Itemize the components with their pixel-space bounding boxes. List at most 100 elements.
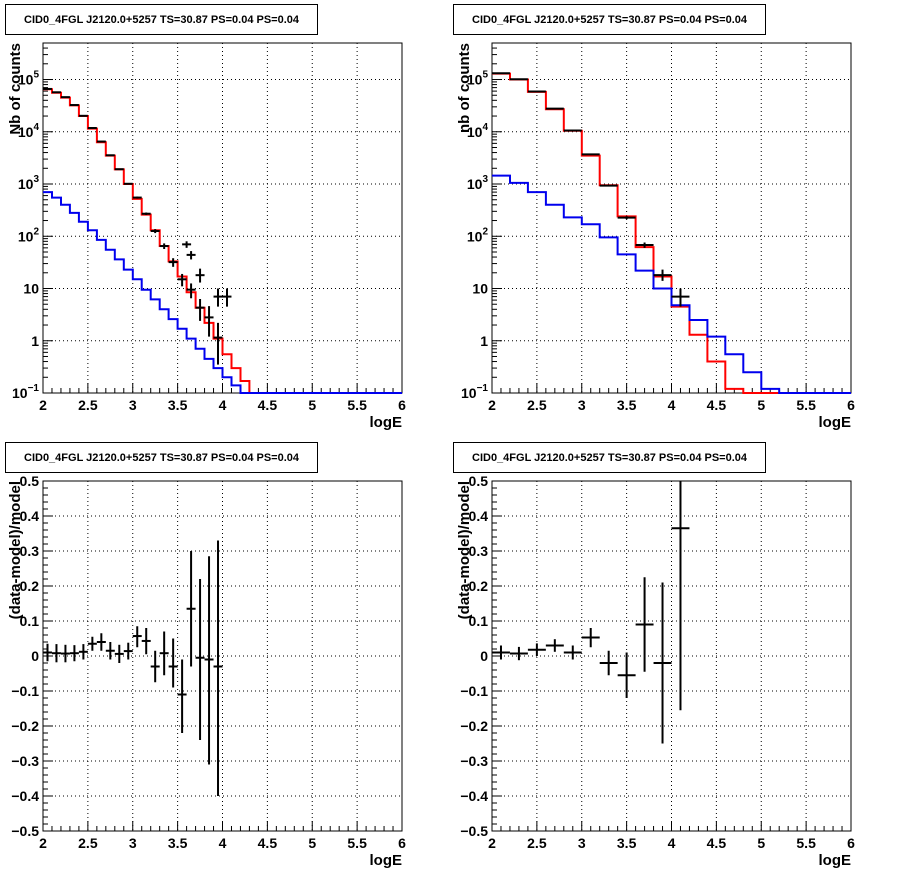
data-point: [159, 243, 169, 250]
data-point: [635, 577, 654, 672]
x-tick-label: 2: [488, 397, 496, 413]
data-point: [123, 182, 133, 185]
x-tick-label: 2: [488, 835, 496, 851]
y-tick-base: 10: [467, 72, 483, 88]
y-tick-exponent: 3: [482, 174, 488, 185]
y-tick-base: 10: [18, 72, 34, 88]
data-point: [168, 638, 178, 688]
y-tick-label: 10−1: [461, 383, 488, 401]
data-point: [213, 288, 223, 307]
data-point: [78, 114, 88, 117]
data-point: [177, 273, 187, 287]
data-point: [527, 643, 546, 656]
y-tick-base: 10: [467, 124, 483, 140]
x-tick-label: 4: [668, 397, 676, 413]
data-point: [545, 639, 564, 652]
x-tick-label: 2: [39, 397, 47, 413]
y-tick-label: −0.4: [460, 788, 488, 804]
x-tick-label: 3.5: [617, 835, 637, 851]
data-point: [177, 659, 187, 733]
chart-title: CID0_4FGL J2120.0+5257 TS=30.87 PS=0.04 …: [24, 14, 300, 26]
data-point: [123, 642, 133, 660]
chart-panel-3: CID0_4FGL J2120.0+5257 TS=30.87 PS=0.04 …: [5, 442, 406, 869]
x-tick-label: 4.5: [258, 397, 278, 413]
y-tick-exponent: 5: [33, 70, 39, 81]
data-point: [69, 104, 79, 107]
y-tick-exponent: 3: [33, 174, 39, 185]
title-box: [5, 4, 318, 35]
data-point: [581, 153, 600, 156]
x-tick-label: 4.5: [707, 397, 727, 413]
data-point: [563, 645, 582, 660]
x-tick-label: 4.5: [707, 835, 727, 851]
data-point: [186, 551, 196, 667]
data-point: [213, 322, 223, 365]
x-axis-label: logE: [370, 414, 403, 431]
data-point: [213, 540, 223, 796]
y-tick-label: −0.1: [460, 683, 488, 699]
data-point: [204, 306, 214, 337]
y-tick-label: 10−1: [12, 383, 39, 401]
y-axis-label: (data-model)/model: [456, 481, 473, 619]
x-tick-label: 3: [129, 397, 137, 413]
y-tick-exponent: 2: [482, 226, 488, 237]
x-tick-label: 3: [578, 835, 586, 851]
data-point: [69, 645, 79, 662]
y-tick-label: 10: [23, 281, 39, 297]
y-tick-label: 10: [472, 281, 488, 297]
y-tick-exponent: 4: [482, 122, 488, 133]
data-point: [617, 652, 636, 698]
y-tick-label: 0.5: [469, 473, 489, 489]
y-tick-base: 10: [18, 176, 34, 192]
data-point: [141, 212, 151, 216]
x-tick-label: 5.5: [796, 835, 816, 851]
y-tick-base: 10: [461, 385, 477, 401]
x-tick-label: 6: [847, 835, 855, 851]
y-tick-label: −0.2: [460, 718, 488, 734]
x-tick-label: 2.5: [527, 397, 547, 413]
data-point: [599, 184, 618, 187]
x-tick-label: 6: [398, 835, 406, 851]
y-axis-label: (data-model)/model: [7, 481, 24, 619]
x-tick-label: 5: [757, 835, 765, 851]
data-point: [492, 645, 510, 660]
data-point: [150, 650, 160, 683]
title-box: [453, 4, 766, 35]
y-tick-label: 102: [467, 226, 489, 244]
x-axis-label: logE: [819, 852, 852, 869]
data-point: [96, 633, 106, 651]
x-tick-label: 5.5: [347, 397, 367, 413]
data-point: [671, 481, 690, 711]
y-tick-label: −0.2: [11, 718, 39, 734]
data-point: [617, 216, 636, 220]
chart-title: CID0_4FGL J2120.0+5257 TS=30.87 PS=0.04 …: [24, 452, 300, 464]
x-tick-label: 4: [219, 835, 227, 851]
y-tick-exponent: 2: [33, 226, 39, 237]
x-tick-label: 3.5: [168, 835, 188, 851]
series-line-1: [43, 88, 402, 394]
data-point: [105, 642, 115, 660]
y-tick-label: 0.2: [20, 578, 40, 594]
data-point: [60, 644, 70, 663]
y-tick-label: 0.2: [469, 578, 489, 594]
title-box: [453, 442, 766, 473]
data-point: [43, 643, 52, 662]
y-tick-label: 1: [480, 333, 488, 349]
series-line-1: [492, 72, 851, 394]
y-tick-label: 0.4: [20, 508, 40, 524]
y-tick-label: 105: [467, 70, 489, 88]
data-point: [105, 154, 115, 157]
data-point: [168, 258, 178, 267]
y-tick-base: 10: [467, 228, 483, 244]
data-point: [195, 298, 205, 321]
data-point: [186, 251, 196, 260]
data-point: [51, 644, 61, 663]
y-tick-label: 0: [480, 648, 488, 664]
x-tick-label: 2.5: [78, 397, 98, 413]
data-point: [132, 196, 142, 199]
data-point: [182, 241, 192, 248]
x-tick-label: 3.5: [617, 397, 637, 413]
data-point: [150, 229, 160, 234]
data-point: [186, 283, 196, 299]
data-point: [132, 626, 142, 648]
